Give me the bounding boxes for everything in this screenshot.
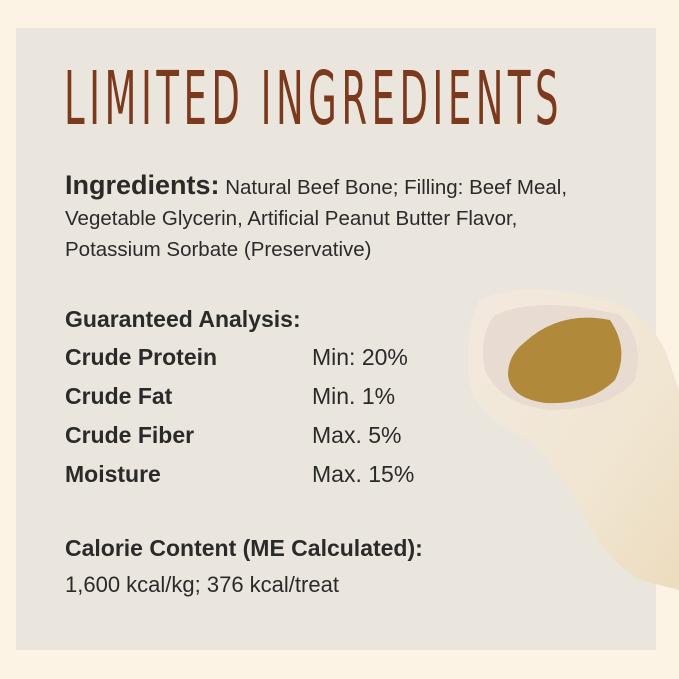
filled-bone-image [467,289,679,590]
ingredients-block: Ingredients: Natural Beef Bone; Filling:… [65,170,605,265]
nutrient-value: Min: 20% [312,344,408,370]
nutrient-value: Min. 1% [312,383,396,409]
nutrient-value: Max. 5% [312,422,402,448]
nutrient-value: Max. 15% [312,461,415,487]
nutrient-name: Crude Fat [65,383,173,409]
calorie-value: 1,600 kcal/kg; 376 kcal/treat [65,572,339,597]
ingredients-text: Natural Beef Bone; Filling: Beef Meal, V… [65,176,568,261]
page-title: LIMITED INGREDIENTS [64,56,563,142]
nutrient-name: Moisture [65,461,161,487]
ingredients-label: Ingredients: [65,170,220,200]
calorie-heading: Calorie Content (ME Calculated): [65,535,423,561]
analysis-heading: Guaranteed Analysis: [65,306,301,332]
nutrient-name: Crude Protein [65,344,218,370]
filling-shape [508,317,622,404]
nutrient-name: Crude Fiber [65,422,195,448]
